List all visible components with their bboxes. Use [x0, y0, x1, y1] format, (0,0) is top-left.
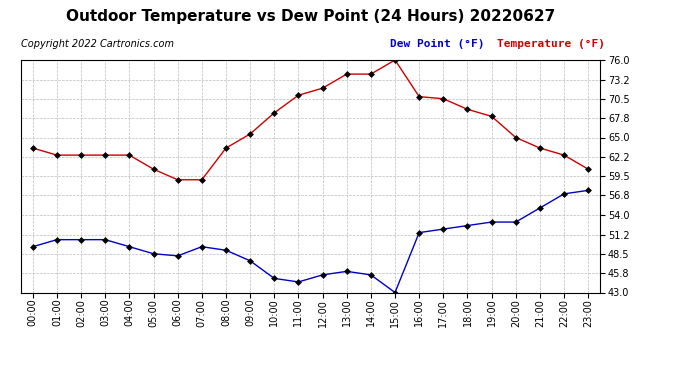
Text: Temperature (°F): Temperature (°F) [497, 39, 605, 50]
Text: Copyright 2022 Cartronics.com: Copyright 2022 Cartronics.com [21, 39, 174, 50]
Text: Outdoor Temperature vs Dew Point (24 Hours) 20220627: Outdoor Temperature vs Dew Point (24 Hou… [66, 9, 555, 24]
Text: Dew Point (°F): Dew Point (°F) [390, 39, 491, 50]
